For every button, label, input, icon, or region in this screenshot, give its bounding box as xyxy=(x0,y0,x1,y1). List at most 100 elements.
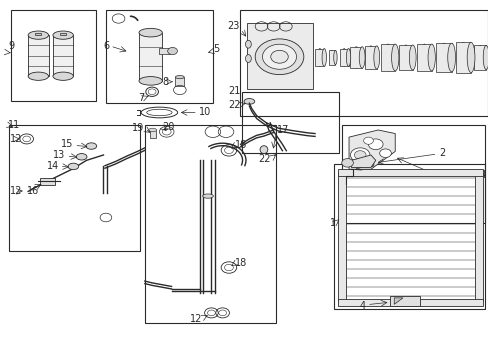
Text: 15: 15 xyxy=(61,139,73,149)
Ellipse shape xyxy=(245,40,251,48)
Ellipse shape xyxy=(317,49,322,66)
Text: 21: 21 xyxy=(228,86,241,96)
Text: 7: 7 xyxy=(138,93,144,103)
Bar xyxy=(246,23,312,89)
Bar xyxy=(455,42,470,73)
Bar xyxy=(60,33,66,35)
Ellipse shape xyxy=(353,47,359,68)
Bar xyxy=(339,49,348,66)
Text: 1: 1 xyxy=(329,218,335,228)
Text: 19: 19 xyxy=(131,123,143,133)
Text: 24: 24 xyxy=(473,170,486,180)
Ellipse shape xyxy=(466,42,474,73)
Ellipse shape xyxy=(244,99,254,104)
Text: 17: 17 xyxy=(277,125,289,135)
Bar xyxy=(338,169,482,176)
Bar xyxy=(389,296,419,306)
Circle shape xyxy=(262,44,296,69)
Bar xyxy=(341,125,484,223)
Ellipse shape xyxy=(391,44,398,71)
Bar xyxy=(9,125,140,251)
Ellipse shape xyxy=(341,49,346,66)
Ellipse shape xyxy=(53,31,73,39)
Bar xyxy=(334,164,484,309)
Bar xyxy=(380,44,394,71)
Text: 22: 22 xyxy=(228,100,241,110)
Bar xyxy=(28,35,48,76)
Circle shape xyxy=(354,151,366,159)
Circle shape xyxy=(270,50,287,63)
Text: 14: 14 xyxy=(46,161,59,171)
Circle shape xyxy=(167,48,177,55)
Circle shape xyxy=(368,139,382,150)
Bar xyxy=(416,44,431,71)
Ellipse shape xyxy=(76,154,87,160)
Text: 11: 11 xyxy=(8,120,20,130)
Polygon shape xyxy=(348,130,394,169)
Ellipse shape xyxy=(458,42,466,73)
Bar xyxy=(106,10,212,103)
Ellipse shape xyxy=(148,128,156,132)
Bar xyxy=(350,47,362,68)
Text: 13: 13 xyxy=(53,150,65,160)
Ellipse shape xyxy=(175,76,184,79)
Bar xyxy=(473,45,485,69)
Text: 18: 18 xyxy=(234,140,246,150)
Bar xyxy=(149,130,155,138)
Ellipse shape xyxy=(367,46,373,69)
Ellipse shape xyxy=(427,44,434,71)
Bar xyxy=(35,33,41,35)
Ellipse shape xyxy=(384,44,391,71)
Ellipse shape xyxy=(329,50,333,64)
Bar xyxy=(242,93,339,153)
Ellipse shape xyxy=(202,194,213,198)
Bar xyxy=(328,50,335,64)
Text: 3: 3 xyxy=(368,159,374,169)
Circle shape xyxy=(350,148,369,162)
Bar xyxy=(398,45,412,70)
Ellipse shape xyxy=(408,45,415,70)
Text: 16: 16 xyxy=(27,186,39,197)
Text: 20: 20 xyxy=(162,122,174,132)
Bar xyxy=(365,46,376,69)
Polygon shape xyxy=(393,298,402,304)
Ellipse shape xyxy=(53,72,73,80)
Ellipse shape xyxy=(359,47,365,68)
Ellipse shape xyxy=(139,77,162,85)
Bar xyxy=(139,33,162,81)
Bar xyxy=(315,49,324,66)
Ellipse shape xyxy=(322,49,326,66)
Ellipse shape xyxy=(439,43,447,72)
Circle shape xyxy=(379,149,390,157)
Bar xyxy=(159,48,170,54)
Bar xyxy=(175,77,184,86)
Text: 12: 12 xyxy=(10,134,22,144)
Ellipse shape xyxy=(68,163,79,170)
Ellipse shape xyxy=(28,31,48,39)
Text: 22: 22 xyxy=(258,154,271,163)
Circle shape xyxy=(255,39,303,75)
Circle shape xyxy=(363,137,372,144)
Ellipse shape xyxy=(420,44,427,71)
Ellipse shape xyxy=(482,45,488,69)
Bar xyxy=(53,35,73,76)
Bar xyxy=(144,125,276,323)
Text: 23: 23 xyxy=(227,21,240,31)
Ellipse shape xyxy=(346,49,350,66)
Ellipse shape xyxy=(402,45,408,70)
Text: 9: 9 xyxy=(8,41,14,51)
Ellipse shape xyxy=(260,146,267,154)
Ellipse shape xyxy=(333,50,336,64)
Text: 6: 6 xyxy=(103,41,109,51)
Bar xyxy=(40,178,55,185)
Bar xyxy=(474,173,482,301)
Text: 12: 12 xyxy=(189,314,202,324)
Ellipse shape xyxy=(86,143,97,149)
Text: 8: 8 xyxy=(162,77,168,87)
Ellipse shape xyxy=(373,46,379,69)
Circle shape xyxy=(341,158,353,167)
Ellipse shape xyxy=(28,72,48,80)
Bar xyxy=(11,10,96,102)
Text: 12: 12 xyxy=(10,186,22,197)
Text: 5: 5 xyxy=(213,44,219,54)
